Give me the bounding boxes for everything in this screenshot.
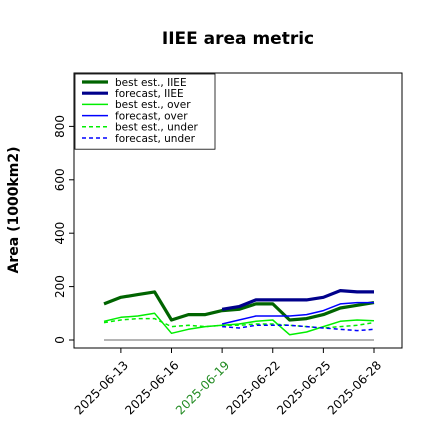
y-tick-label: 200 [53,275,67,298]
y-tick-label: 800 [53,115,67,138]
series-line-best-est-under [103,317,375,329]
legend-entry: forecast, IIEE [115,88,184,100]
y-tick-label: 600 [53,168,67,191]
legend-entry: best est., over [115,99,191,111]
legend-box [74,73,216,150]
series-line-forecast-under [222,324,375,332]
series-line-best-est-iiee [103,290,375,322]
series-line-best-est-over [103,312,375,336]
plot-area-frame [73,72,403,349]
series-layer [103,289,375,341]
legend-entry: best est., under [115,122,199,134]
x-tick-label: 2025-06-28 [325,358,384,417]
y-axis: 0 200 400 600 800 [53,115,74,344]
legend-entry: forecast, under [115,133,196,145]
y-tick-label: 0 [53,336,67,344]
y-axis-label: Area (1000km2) [6,147,22,274]
series-line-forecast-iiee [221,289,374,311]
legend-entry: forecast, over [115,110,188,122]
series-line-forecast-over [221,301,374,325]
chart-title: IIEE area metric [162,29,314,49]
x-axis: 2025-06-132025-06-162025-06-192025-06-22… [72,348,384,417]
legend-entry: best est., IIEE [115,77,187,89]
y-tick-label: 400 [53,222,67,245]
